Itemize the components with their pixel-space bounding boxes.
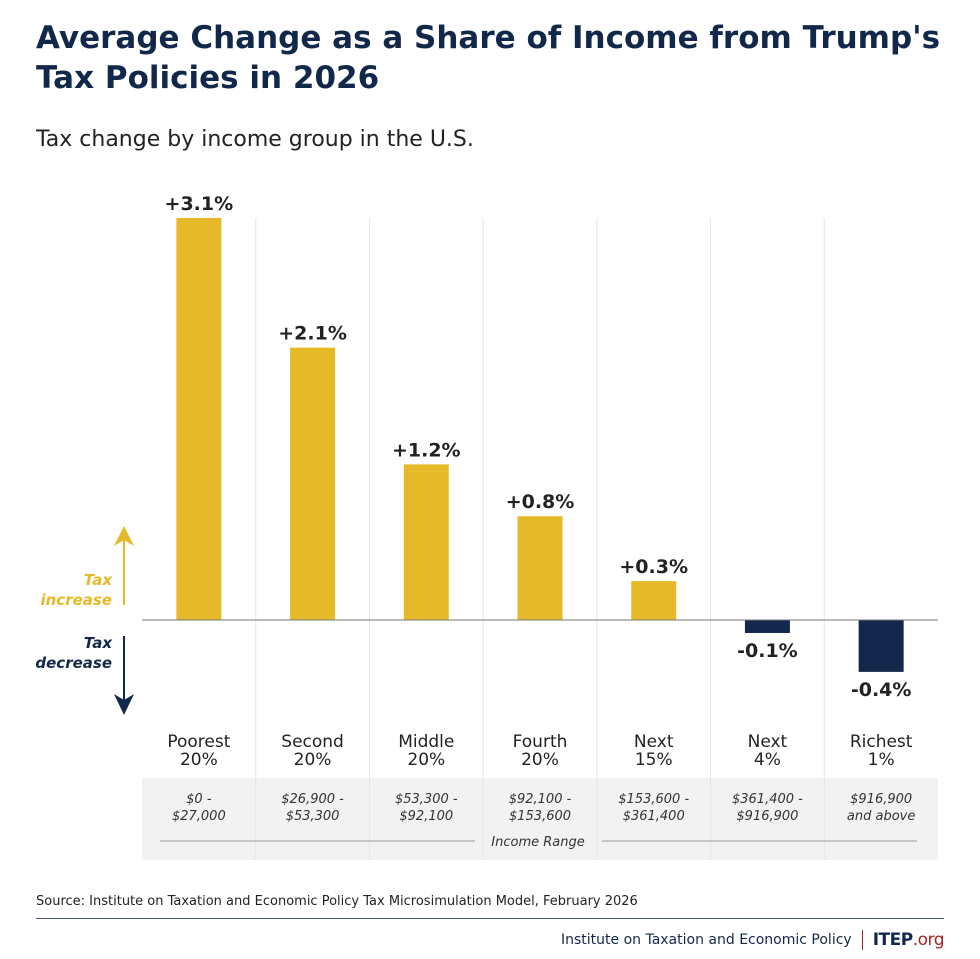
income-range-label: $153,600 - [618,792,689,807]
decrease-arrow-icon [114,694,134,715]
category-label: 15% [635,750,673,770]
income-range-label: $916,900 [736,809,798,824]
data-label: +3.1% [165,193,234,215]
income-range-label: $92,100 - [509,792,572,807]
tax-decrease-label: Tax [84,634,114,652]
bar [858,620,904,672]
category-label: Poorest [167,732,230,752]
data-label: -0.4% [851,679,912,701]
chart-title: Average Change as a Share of Income from… [36,20,941,96]
income-range-label: $0 - [186,792,212,807]
footer-separator [861,930,863,950]
chart-subtitle: Tax change by income group in the U.S. [36,127,474,152]
footer-org: Institute on Taxation and Economic Polic… [560,932,852,948]
bar [631,581,677,620]
category-label: Next [634,732,674,752]
income-range-band [142,778,938,860]
income-range-label: $92,100 [399,809,453,824]
category-label: 1% [868,750,895,770]
source-note: Source: Institute on Taxation and Econom… [36,894,638,909]
income-range-label: and above [847,809,915,824]
category-label: Fourth [513,732,568,752]
tax-increase-label: Tax [84,571,114,589]
income-range-label: $26,900 - [281,792,344,807]
category-label: Next [748,732,788,752]
data-label: +2.1% [278,323,347,345]
category-label: 20% [407,750,445,770]
data-label: +1.2% [392,439,461,461]
category-label: Richest [850,732,913,752]
bar [290,347,336,620]
income-range-label: $53,300 - [395,792,458,807]
income-range-label: $361,400 [623,809,685,824]
itep-logo: ITEP.org [872,930,945,950]
category-label: 20% [521,750,559,770]
increase-arrow-icon [114,526,134,546]
bar [744,620,790,633]
bar [517,516,563,620]
income-range-label: $361,400 - [732,792,803,807]
footer: Institute on Taxation and Economic Polic… [560,930,945,950]
category-label: 20% [180,750,218,770]
income-range-title: Income Range [491,835,584,850]
footer-divider [36,918,944,919]
bar [403,464,449,620]
income-range-label: $27,000 [172,809,226,824]
category-label: Second [281,732,344,752]
data-label: +0.3% [619,556,688,578]
income-range-label: $153,600 [509,809,571,824]
income-range-label: $53,300 [286,809,340,824]
bar [176,217,222,620]
tax-increase-label: increase [40,591,112,609]
data-label: -0.1% [737,640,798,662]
category-label: 20% [294,750,332,770]
category-label: Middle [398,732,454,752]
tax-decrease-label: decrease [35,654,112,672]
category-label: 4% [754,750,781,770]
data-label: +0.8% [506,491,575,513]
income-range-label: $916,900 [850,792,912,807]
